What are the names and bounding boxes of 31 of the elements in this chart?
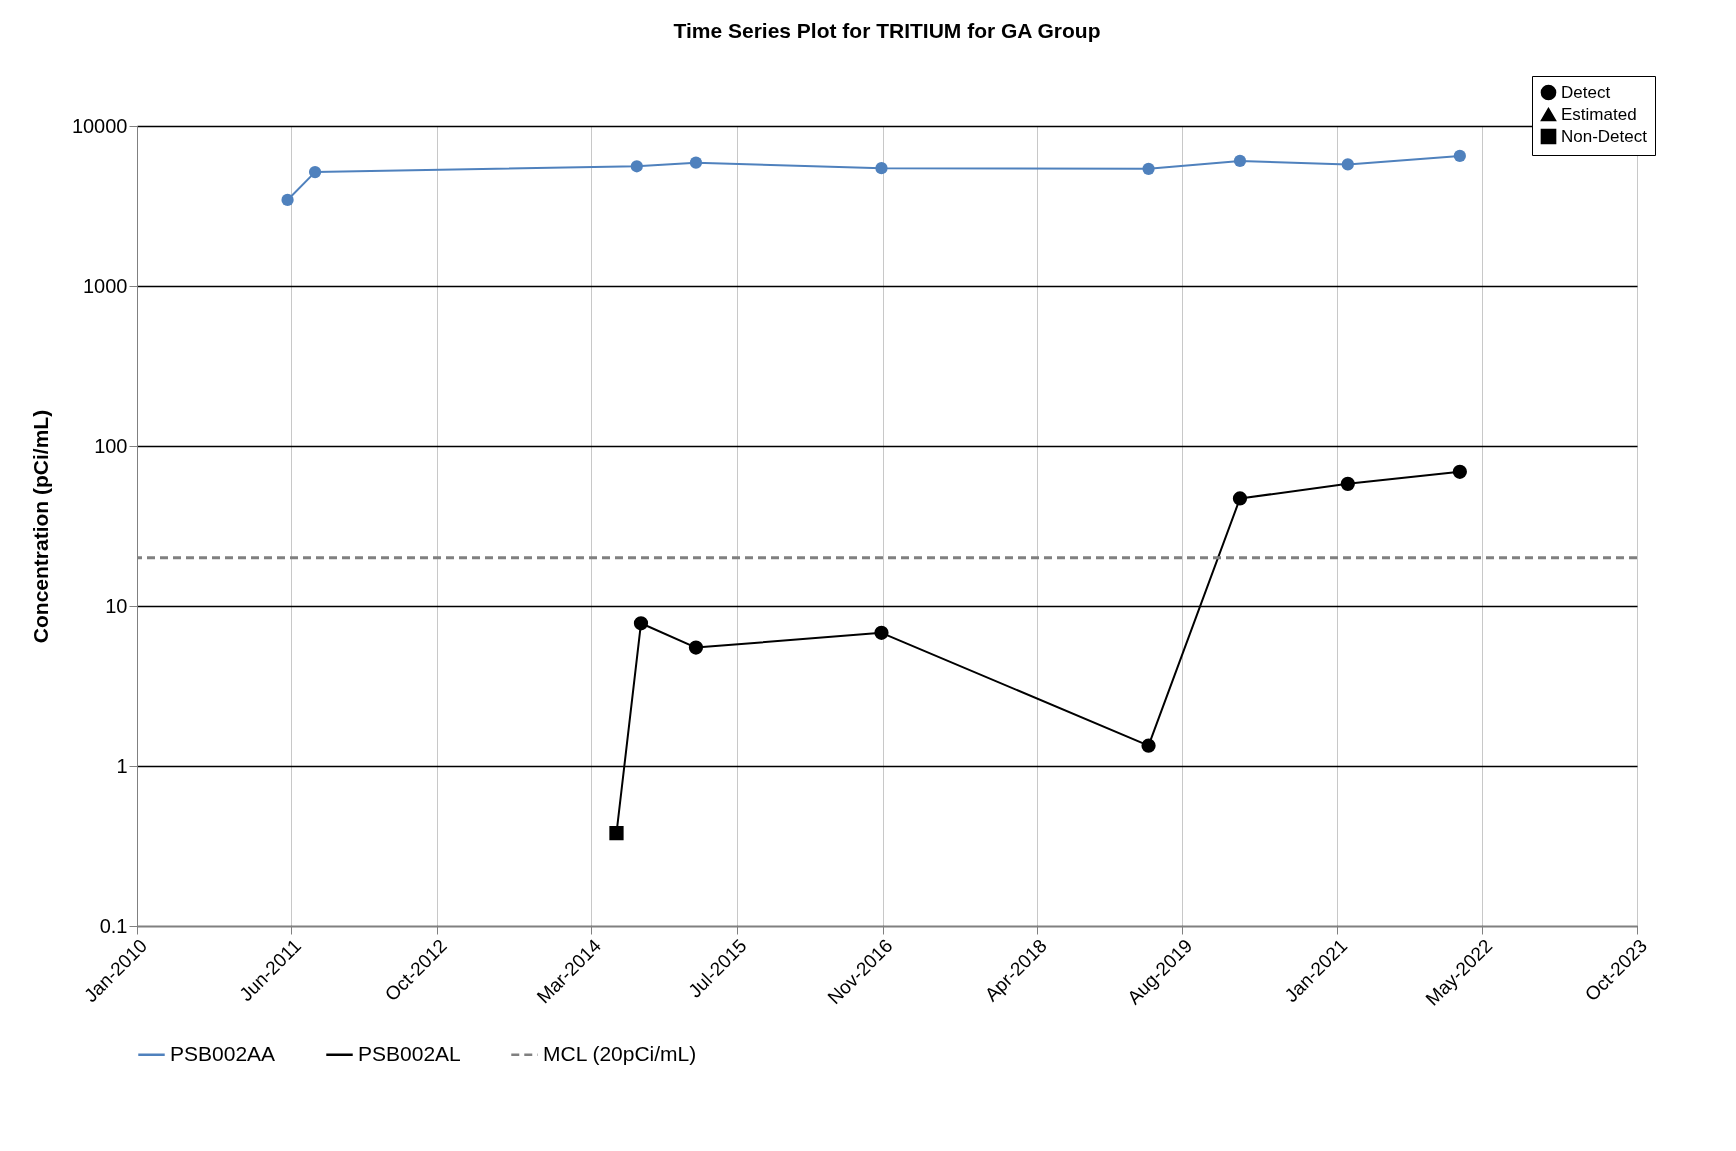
legend-label: Non-Detect xyxy=(1561,126,1648,146)
legend-label: PSB002AL xyxy=(358,1041,461,1065)
point xyxy=(633,616,649,631)
y-tick-label: 1000 xyxy=(83,274,128,297)
y-tick-label: 10000 xyxy=(71,114,128,137)
point xyxy=(1341,158,1354,171)
legend-label: Estimated xyxy=(1561,104,1637,124)
point xyxy=(874,625,889,640)
point xyxy=(281,193,294,207)
y-tick-label: 1 xyxy=(116,754,128,777)
legend-label: Detect xyxy=(1561,82,1611,102)
point xyxy=(1142,162,1155,175)
point xyxy=(630,160,643,173)
point xyxy=(1141,738,1156,753)
point xyxy=(1453,149,1466,163)
chart-title: Time Series Plot for TRITIUM for GA Group xyxy=(673,18,1101,42)
point xyxy=(609,826,624,841)
legend-label: PSB002AA xyxy=(170,1041,276,1065)
point xyxy=(1452,464,1467,479)
point xyxy=(689,156,703,169)
point xyxy=(1340,476,1355,491)
point xyxy=(1233,154,1247,168)
y-tick-label: 10 xyxy=(105,594,128,617)
legend-label: MCL (20pCi/mL) xyxy=(543,1041,697,1065)
y-tick-label: 100 xyxy=(94,434,128,457)
point xyxy=(875,162,888,175)
point xyxy=(308,166,322,179)
point xyxy=(688,640,704,655)
y-tick-label: 0.1 xyxy=(99,914,128,937)
y-axis-title: Concentration (pCi/mL) xyxy=(28,409,52,644)
point xyxy=(1232,491,1248,506)
